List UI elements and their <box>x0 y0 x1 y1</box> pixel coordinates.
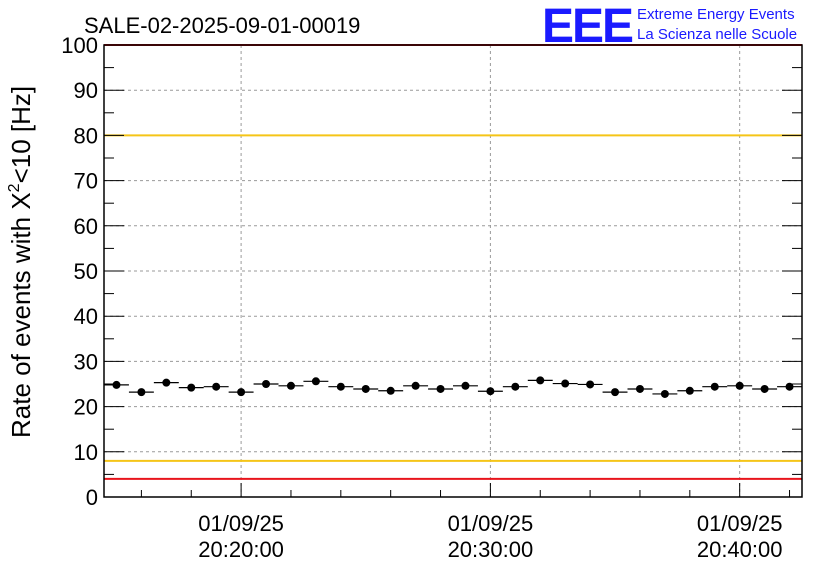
x-tick-label-time: 20:40:00 <box>697 537 783 562</box>
y-axis-label-main: Rate of events with <box>6 210 36 438</box>
grid <box>104 45 802 497</box>
data-point <box>477 387 503 396</box>
data-point <box>104 380 129 389</box>
point-marker <box>586 380 595 389</box>
data-point <box>552 379 578 388</box>
eee-logo: EEE Extreme Energy Events La Scienza nel… <box>542 0 797 53</box>
point-marker <box>785 382 794 391</box>
point-marker <box>660 389 669 398</box>
data-point <box>328 382 354 391</box>
point-marker <box>735 381 744 390</box>
chart-title: SALE-02-2025-09-01-00019 <box>84 13 360 38</box>
point-marker <box>311 377 320 386</box>
point-marker <box>411 381 420 390</box>
point-marker <box>212 382 221 391</box>
point-marker <box>336 382 345 391</box>
data-point <box>527 376 553 385</box>
point-marker <box>187 383 196 392</box>
y-tick-label: 80 <box>74 123 98 148</box>
data-point <box>303 377 329 386</box>
data-point <box>253 380 279 388</box>
y-tick-label: 90 <box>74 78 98 103</box>
data-point <box>278 381 304 390</box>
y-tick-label: 20 <box>74 395 98 420</box>
point-marker <box>511 382 520 391</box>
point-marker <box>611 388 620 397</box>
point-marker <box>461 381 470 390</box>
data-point <box>602 388 628 397</box>
data-point <box>453 381 478 390</box>
y-tick-label: 60 <box>74 214 98 239</box>
data-points <box>104 376 802 398</box>
point-marker <box>112 380 121 389</box>
reference-lines <box>104 44 802 480</box>
data-point <box>702 382 728 391</box>
point-marker <box>237 388 246 397</box>
data-point <box>727 381 753 390</box>
point-marker <box>561 379 570 388</box>
data-point <box>627 384 653 393</box>
point-marker <box>436 384 445 393</box>
y-axis-label-sup: 2 <box>6 183 23 192</box>
data-point <box>378 386 404 395</box>
point-marker <box>635 384 644 393</box>
y-axis-label: Rate of events with X2<10 [Hz] <box>6 86 36 438</box>
point-marker <box>386 386 395 395</box>
point-marker <box>262 380 271 388</box>
logo-line-2: La Scienza nelle Scuole <box>637 26 797 43</box>
point-marker <box>286 381 295 390</box>
data-point <box>752 384 778 393</box>
data-point <box>403 381 429 390</box>
point-marker <box>710 382 719 391</box>
data-point <box>777 382 802 391</box>
point-marker <box>536 376 545 385</box>
point-marker <box>486 387 495 396</box>
x-tick-label-time: 20:30:00 <box>448 537 534 562</box>
data-point <box>677 386 703 395</box>
point-marker <box>361 384 370 393</box>
y-tick-label: 40 <box>74 304 98 329</box>
x-tick-label-time: 20:20:00 <box>198 537 284 562</box>
x-axis: 01/09/2520:20:0001/09/2520:30:0001/09/25… <box>140 483 791 562</box>
x-tick-label-date: 01/09/25 <box>697 511 783 536</box>
data-point <box>203 382 229 391</box>
data-point <box>353 384 379 393</box>
data-point <box>652 389 678 398</box>
data-point <box>128 388 154 397</box>
y-tick-label: 10 <box>74 440 98 465</box>
data-point <box>577 380 603 389</box>
data-point <box>153 378 179 387</box>
x-tick-label-date: 01/09/25 <box>448 511 534 536</box>
y-axis-label-chi: X <box>6 192 36 209</box>
y-tick-label: 30 <box>74 349 98 374</box>
y-tick-label: 100 <box>61 33 98 58</box>
point-marker <box>162 378 171 387</box>
x-tick-label-date: 01/09/25 <box>198 511 284 536</box>
data-point <box>428 384 453 393</box>
y-tick-label: 50 <box>74 259 98 284</box>
data-point <box>502 382 528 391</box>
data-point <box>178 383 204 392</box>
point-marker <box>137 388 146 397</box>
y-tick-label: 0 <box>86 485 98 510</box>
y-tick-label: 70 <box>74 169 98 194</box>
point-marker <box>685 386 694 395</box>
logo-line-1: Extreme Energy Events <box>637 6 795 23</box>
y-axis-label-tail: <10 [Hz] <box>6 86 36 184</box>
data-point <box>228 388 254 397</box>
point-marker <box>760 384 769 393</box>
y-axis: 0 10 20 30 40 50 60 70 80 90 100 <box>61 33 802 510</box>
